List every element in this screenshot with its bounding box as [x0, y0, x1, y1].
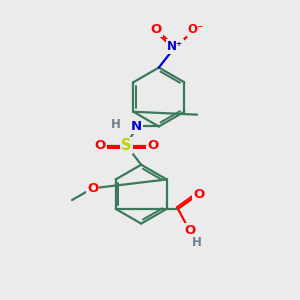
Text: N: N [131, 120, 142, 133]
Text: O⁻: O⁻ [188, 23, 204, 36]
Text: O: O [94, 139, 106, 152]
Text: O: O [87, 182, 98, 195]
Text: S: S [121, 138, 132, 153]
Text: O: O [150, 23, 161, 36]
Text: N⁺: N⁺ [167, 40, 183, 53]
Text: O: O [184, 224, 195, 238]
Text: O: O [147, 139, 159, 152]
Text: O: O [193, 188, 204, 201]
Text: H: H [192, 236, 202, 249]
Text: H: H [111, 118, 121, 131]
